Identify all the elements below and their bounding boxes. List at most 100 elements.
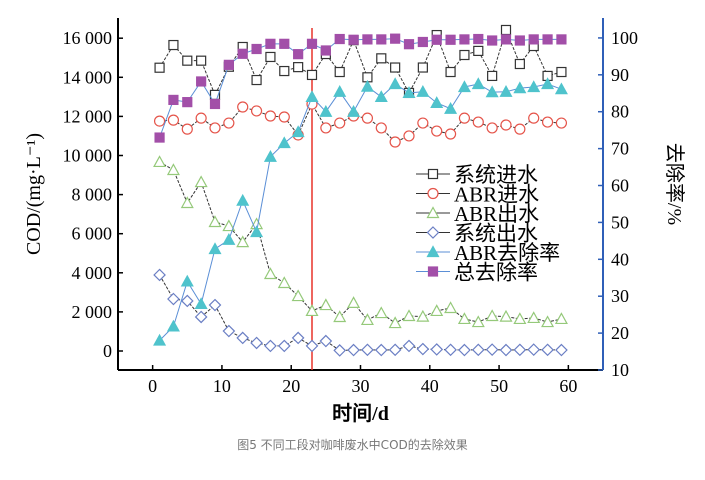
series-2 [153,155,568,329]
data-point [251,43,262,55]
data-point [277,276,291,289]
data-point [263,149,277,162]
data-point [167,292,180,306]
y-tick-label: 10 000 [63,145,113,165]
data-point [208,298,222,312]
data-point [487,35,498,46]
data-point [168,94,179,106]
data-point [348,34,359,45]
y-tick-label: 8 000 [72,185,113,205]
legend-marker [427,168,439,180]
data-point [500,119,512,131]
data-point [236,235,250,248]
y2-axis-label: 去除率/% [663,143,686,225]
data-point [445,66,456,78]
data-point [473,33,484,45]
data-point [376,53,387,64]
data-point [237,48,248,59]
y2-tick-label: 80 [611,102,629,122]
x-tick-label: 60 [559,376,577,396]
data-point [222,324,236,338]
data-point [334,33,345,45]
data-point [223,59,234,70]
data-point [360,79,374,92]
legend-label: ABR出水 [454,202,539,226]
y-tick-label: 4 000 [72,263,113,283]
data-point [305,304,319,317]
data-point [333,310,347,323]
x-tick-label: 20 [282,376,300,396]
data-point [471,315,485,328]
legend-marker [426,206,440,219]
data-point [417,117,429,129]
data-point [277,339,291,353]
data-point [487,70,498,82]
series-line [159,274,562,351]
data-point [222,219,236,232]
data-point [403,130,415,142]
data-point [265,51,276,63]
x-axis-label: 时间/d [332,402,389,425]
x-tick-label: 10 [213,376,231,396]
data-point [402,309,416,322]
data-point [431,125,443,137]
data-point [430,304,444,317]
data-point [250,225,264,238]
data-point [181,123,193,135]
legend-marker [427,187,439,200]
data-point [237,101,249,113]
data-point [486,122,498,134]
legend-marker [427,266,439,277]
data-point [291,289,305,302]
data-point [431,34,442,45]
data-point [334,66,345,78]
data-point [444,102,458,114]
data-point [416,342,430,356]
data-point [360,313,374,326]
data-point [194,297,208,310]
data-point [361,343,374,357]
data-point [514,123,526,135]
data-point [264,339,277,353]
y2-tick-label: 10 [611,360,629,380]
data-point [541,315,555,328]
data-point [514,35,525,46]
data-point [293,49,304,60]
y2-tick-label: 60 [611,176,629,196]
data-point [556,66,567,78]
data-point [182,55,193,66]
data-point [541,343,554,357]
data-point [196,55,207,66]
data-point [555,117,568,129]
data-point [430,343,444,356]
legend-label: 系统进水 [454,163,538,187]
data-point [444,301,458,314]
legend-marker [426,226,440,239]
data-point [222,233,236,245]
data-point [320,122,332,134]
series-1 [153,98,568,148]
y-tick-label: 12 000 [63,106,113,126]
data-point [153,333,167,346]
data-point [182,97,193,108]
data-point [277,136,291,149]
data-point [264,110,277,122]
data-point [153,268,166,282]
data-point [305,339,319,353]
data-point [473,45,484,57]
data-point [471,343,485,357]
data-point [513,312,527,325]
data-point [305,90,319,103]
y-tick-label: 2 000 [72,302,113,322]
data-point [444,128,457,140]
data-point [180,196,194,209]
data-point [374,343,388,357]
data-point [180,274,194,287]
y-tick-label: 16 000 [63,28,113,48]
data-point [499,309,513,322]
legend-label: 总去除率 [454,261,538,285]
y2-tick-label: 90 [611,65,629,85]
data-point [154,62,165,73]
data-point [333,344,347,357]
